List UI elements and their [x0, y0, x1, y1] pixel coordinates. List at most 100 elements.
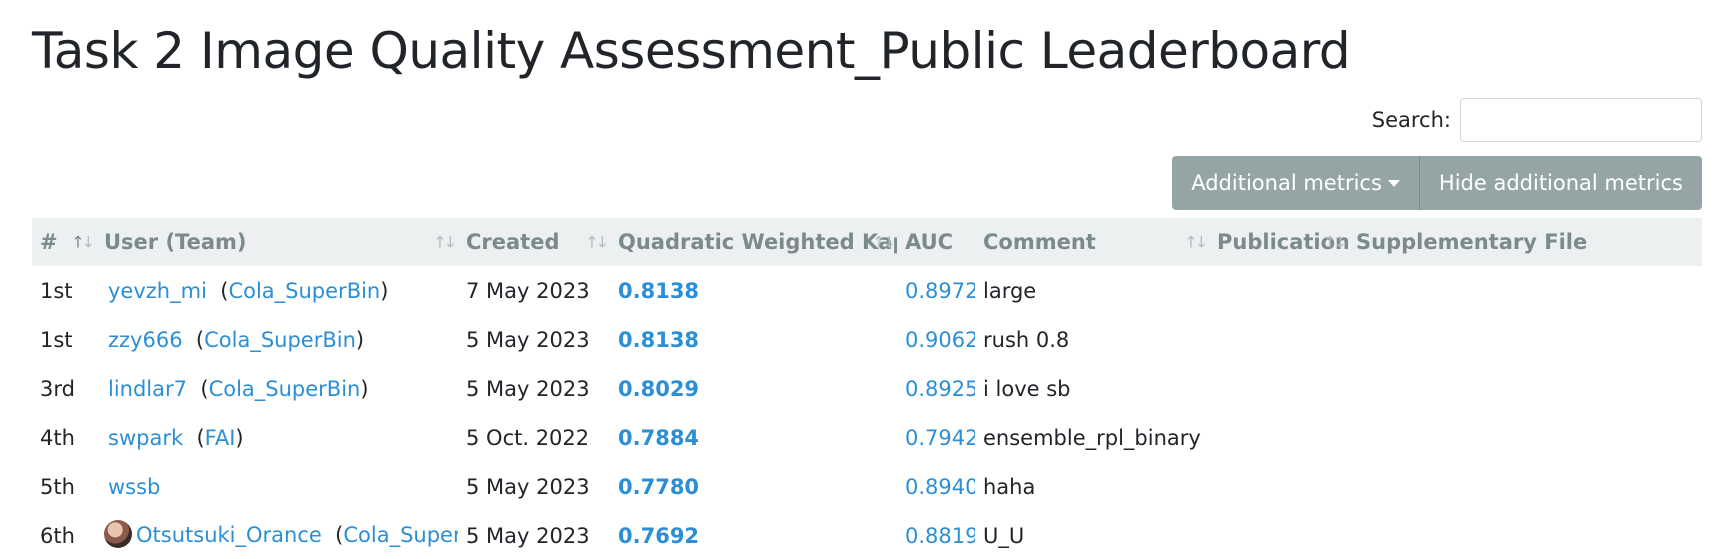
comment-cell: haha [983, 474, 1036, 499]
column-header-label: Quadratic Weighted Kappa [618, 230, 897, 254]
column-header-quadratic-weighted-kappa[interactable]: Quadratic Weighted Kappa↑↓ [610, 218, 897, 266]
column-header-label: Supplementary File [1356, 230, 1588, 254]
auc-cell: 0.8925 [905, 376, 975, 401]
user-link[interactable]: lindlar7 [108, 376, 188, 401]
auc-cell: 0.7942 [905, 425, 975, 450]
table-header-row: # ↑↓ User (Team) ↑↓ Created ↑↓ Quadratic Weigh… [32, 218, 1702, 266]
created-cell: 7 May 2023 [466, 278, 590, 303]
leaderboard-table: # ↑↓ User (Team) ↑↓ Created ↑↓ Quadratic Weigh… [32, 218, 1702, 559]
created-cell: 5 May 2023 [466, 474, 590, 499]
sort-icon[interactable]: ↑↓ [433, 232, 457, 252]
table-row: 3rd lindlar7 (Cola_SuperBin) 5 May 2023 0.8… [32, 364, 1702, 413]
table-row: 5th wssb 5 May 2023 0.7780 0.8940 haha [32, 462, 1702, 511]
supplementary-file-cell [1348, 413, 1702, 462]
sort-icon[interactable]: ↑↓ [71, 232, 95, 252]
auc-cell: 0.8819 [905, 523, 975, 548]
supplementary-file-cell [1348, 462, 1702, 511]
sort-icon[interactable]: ↑↓ [585, 232, 609, 252]
auc-cell: 0.9062 [905, 327, 975, 352]
column-header-comment[interactable]: Comment ↑↓ [975, 218, 1209, 266]
table-row: 1st yevzh_mi (Cola_SuperBin) 7 May 2023 0.8… [32, 266, 1702, 315]
kappa-cell: 0.7884 [618, 425, 700, 450]
rank-cell: 4th [40, 425, 75, 450]
rank-cell: 6th [40, 523, 75, 548]
comment-cell: i love sb [983, 376, 1071, 401]
avatar [104, 519, 132, 548]
comment-cell: large [983, 278, 1037, 303]
additional-metrics-dropdown-button[interactable]: Additional metrics [1172, 156, 1420, 210]
created-cell: 5 May 2023 [466, 376, 590, 401]
hide-additional-metrics-button[interactable]: Hide additional metrics [1419, 156, 1702, 210]
kappa-cell: 0.7780 [618, 474, 700, 499]
publication-cell [1209, 266, 1348, 315]
team-link[interactable]: FAI [204, 425, 236, 450]
kappa-cell: 0.8138 [618, 278, 700, 303]
publication-cell [1209, 462, 1348, 511]
created-cell: 5 May 2023 [466, 523, 590, 548]
team-link[interactable]: Cola_SuperBin [228, 278, 381, 303]
supplementary-file-cell [1348, 364, 1702, 413]
team-link[interactable]: Cola_SuperBin [204, 327, 356, 352]
sort-icon[interactable]: ↑↓ [872, 232, 896, 252]
user-team-cell: yevzh_mi (Cola_SuperBin) [108, 278, 389, 303]
auc-cell: 0.8972 [905, 278, 975, 303]
comment-cell: ensemble_rpl_binary [983, 425, 1201, 450]
comment-cell: rush 0.8 [983, 327, 1070, 352]
search-row: Search: [32, 96, 1702, 144]
user-team-cell: Otsutsuki_Orance (Cola_SuperBin) [96, 511, 458, 559]
column-header-supplementary-file: Supplementary File [1348, 218, 1702, 266]
caret-down-icon [1387, 179, 1400, 187]
column-header-auc: AUC [897, 218, 975, 266]
rank-cell: 1st [40, 278, 73, 303]
sort-icon[interactable]: ↑↓ [1323, 232, 1347, 252]
column-header-user-team[interactable]: User (Team) ↑↓ [96, 218, 458, 266]
user-team-cell: wssb [96, 462, 458, 511]
publication-cell [1209, 511, 1348, 559]
supplementary-file-cell [1348, 266, 1702, 315]
team-link[interactable]: Cola_SuperBin [343, 522, 458, 547]
user-team-cell: swpark (FAI) [108, 425, 244, 450]
column-header-label: Publication [1217, 230, 1348, 254]
column-header-label: Created [466, 230, 560, 254]
table-row: 1st zzy666 (Cola_SuperBin) 5 May 2023 0.813… [32, 315, 1702, 364]
metrics-button-group: Additional metrics Hide additional metri… [32, 156, 1702, 210]
table-row: 6th Otsutsuki_Orance (Cola_SuperBin) 5 May… [32, 511, 1702, 559]
user-link[interactable]: Otsutsuki_Orance [136, 522, 322, 547]
column-header-created[interactable]: Created ↑↓ [458, 218, 610, 266]
comment-cell: U_U [983, 523, 1025, 548]
supplementary-file-cell [1348, 315, 1702, 364]
user-team-cell: lindlar7 (Cola_SuperBin) [108, 376, 369, 401]
column-header-publication[interactable]: Publication ↑↓ [1209, 218, 1348, 266]
user-link[interactable]: swpark [108, 425, 184, 450]
column-header-rank[interactable]: # ↑↓ [32, 218, 96, 266]
publication-cell [1209, 315, 1348, 364]
rank-cell: 1st [40, 327, 73, 352]
column-header-label: User (Team) [104, 230, 247, 254]
table-body: 1st yevzh_mi (Cola_SuperBin) 7 May 2023 0.8… [32, 266, 1702, 559]
search-label: Search: [1371, 108, 1451, 132]
auc-cell: 0.8940 [905, 474, 975, 499]
publication-cell [1209, 364, 1348, 413]
supplementary-file-cell [1348, 511, 1702, 559]
additional-metrics-label: Additional metrics [1191, 171, 1382, 195]
column-header-label: AUC [905, 230, 954, 254]
rank-cell: 5th [40, 474, 75, 499]
column-header-label: # [40, 230, 58, 254]
user-link[interactable]: zzy666 [108, 327, 183, 352]
publication-cell [1209, 413, 1348, 462]
user-link[interactable]: yevzh_mi [108, 278, 207, 303]
page-title: Task 2 Image Quality Assessment_Public L… [32, 22, 1351, 80]
table-row: 4th swpark (FAI) 5 Oct. 2022 0.7884 0.7942 en… [32, 413, 1702, 462]
kappa-cell: 0.7692 [618, 523, 700, 548]
column-header-label: Comment [983, 230, 1096, 254]
created-cell: 5 May 2023 [466, 327, 590, 352]
created-cell: 5 Oct. 2022 [466, 425, 590, 450]
sort-icon[interactable]: ↑↓ [1184, 232, 1208, 252]
rank-cell: 3rd [40, 376, 75, 401]
search-input[interactable] [1460, 98, 1702, 142]
team-link[interactable]: Cola_SuperBin [208, 376, 361, 401]
user-link[interactable]: wssb [108, 474, 161, 499]
user-team-cell: zzy666 (Cola_SuperBin) [108, 327, 365, 352]
kappa-cell: 0.8138 [618, 327, 700, 352]
